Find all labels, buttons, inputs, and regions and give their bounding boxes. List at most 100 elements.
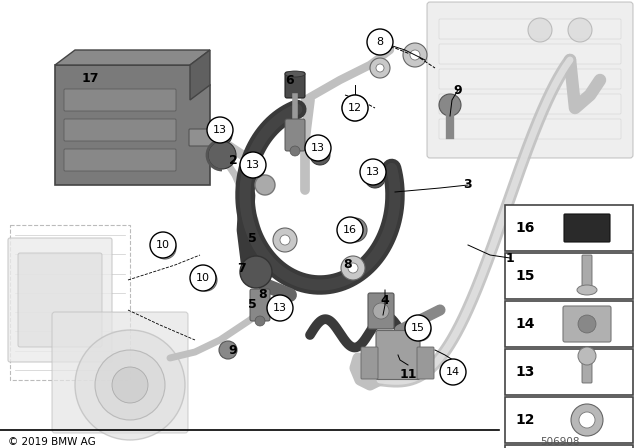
Circle shape	[310, 145, 330, 165]
Circle shape	[571, 404, 603, 436]
Text: 13: 13	[311, 143, 325, 153]
FancyBboxPatch shape	[361, 347, 378, 379]
Circle shape	[245, 158, 265, 178]
Text: 14: 14	[515, 317, 535, 331]
Circle shape	[578, 315, 596, 333]
FancyBboxPatch shape	[368, 293, 394, 329]
FancyBboxPatch shape	[505, 301, 633, 347]
FancyBboxPatch shape	[64, 89, 176, 111]
Polygon shape	[55, 65, 210, 185]
FancyBboxPatch shape	[582, 353, 592, 383]
FancyBboxPatch shape	[439, 19, 621, 39]
Circle shape	[201, 275, 211, 285]
Circle shape	[579, 412, 595, 428]
Text: 12: 12	[515, 413, 535, 427]
Text: 5: 5	[248, 232, 257, 245]
Text: 17: 17	[81, 72, 99, 85]
Circle shape	[280, 235, 290, 245]
Text: 16: 16	[515, 221, 534, 235]
FancyBboxPatch shape	[52, 312, 188, 433]
Text: 8: 8	[259, 289, 268, 302]
Polygon shape	[55, 50, 210, 65]
Text: 6: 6	[285, 73, 294, 86]
Text: 10: 10	[196, 273, 210, 283]
Circle shape	[273, 228, 297, 252]
FancyBboxPatch shape	[439, 44, 621, 64]
Circle shape	[370, 58, 390, 78]
Text: 7: 7	[237, 262, 246, 275]
Polygon shape	[190, 50, 210, 100]
Circle shape	[578, 347, 596, 365]
Text: 13: 13	[246, 160, 260, 170]
Circle shape	[409, 319, 431, 341]
Circle shape	[150, 232, 176, 258]
Text: © 2019 BMW AG: © 2019 BMW AG	[8, 437, 96, 447]
FancyBboxPatch shape	[285, 72, 305, 98]
Circle shape	[154, 237, 176, 259]
Circle shape	[405, 315, 431, 341]
FancyBboxPatch shape	[505, 253, 633, 299]
Text: 10: 10	[156, 240, 170, 250]
Circle shape	[342, 95, 368, 121]
Circle shape	[348, 263, 358, 273]
Text: 5: 5	[248, 298, 257, 311]
Text: 506908: 506908	[540, 437, 580, 447]
Circle shape	[290, 146, 300, 156]
Circle shape	[305, 135, 331, 161]
Text: 11: 11	[399, 369, 417, 382]
Text: 9: 9	[228, 344, 237, 357]
FancyBboxPatch shape	[250, 289, 270, 321]
FancyBboxPatch shape	[376, 331, 420, 379]
Text: 9: 9	[454, 83, 462, 96]
Circle shape	[160, 243, 170, 253]
Circle shape	[440, 359, 466, 385]
FancyBboxPatch shape	[505, 445, 633, 448]
Circle shape	[255, 175, 275, 195]
FancyBboxPatch shape	[189, 129, 216, 146]
Circle shape	[240, 152, 266, 178]
Circle shape	[267, 295, 293, 321]
Circle shape	[403, 43, 427, 67]
Text: 15: 15	[411, 323, 425, 333]
Ellipse shape	[285, 71, 305, 77]
Circle shape	[207, 117, 233, 143]
FancyBboxPatch shape	[417, 347, 434, 379]
Text: 13: 13	[366, 167, 380, 177]
Text: 8: 8	[344, 258, 352, 271]
Circle shape	[528, 18, 552, 42]
Circle shape	[373, 303, 389, 319]
Circle shape	[75, 330, 185, 440]
FancyBboxPatch shape	[285, 119, 305, 151]
Circle shape	[337, 217, 363, 243]
Text: 2: 2	[228, 154, 237, 167]
Circle shape	[568, 18, 592, 42]
FancyBboxPatch shape	[505, 349, 633, 395]
Text: 12: 12	[348, 103, 362, 113]
Circle shape	[270, 300, 290, 320]
FancyBboxPatch shape	[505, 205, 633, 251]
Text: 13: 13	[213, 125, 227, 135]
Circle shape	[212, 125, 232, 145]
Circle shape	[367, 29, 393, 55]
FancyBboxPatch shape	[439, 69, 621, 89]
Circle shape	[255, 316, 265, 326]
Text: 16: 16	[343, 225, 357, 235]
Circle shape	[410, 50, 420, 60]
Circle shape	[112, 367, 148, 403]
Circle shape	[190, 265, 216, 291]
Text: 15: 15	[515, 269, 535, 283]
Circle shape	[349, 102, 361, 114]
FancyBboxPatch shape	[18, 253, 102, 347]
FancyBboxPatch shape	[563, 306, 611, 342]
Circle shape	[341, 256, 365, 280]
FancyBboxPatch shape	[64, 119, 176, 141]
Circle shape	[343, 218, 367, 242]
FancyBboxPatch shape	[427, 2, 633, 158]
FancyBboxPatch shape	[564, 214, 610, 242]
FancyBboxPatch shape	[439, 119, 621, 139]
FancyBboxPatch shape	[505, 397, 633, 443]
Circle shape	[439, 94, 461, 116]
Circle shape	[342, 95, 368, 121]
FancyBboxPatch shape	[64, 149, 176, 171]
Text: 14: 14	[446, 367, 460, 377]
